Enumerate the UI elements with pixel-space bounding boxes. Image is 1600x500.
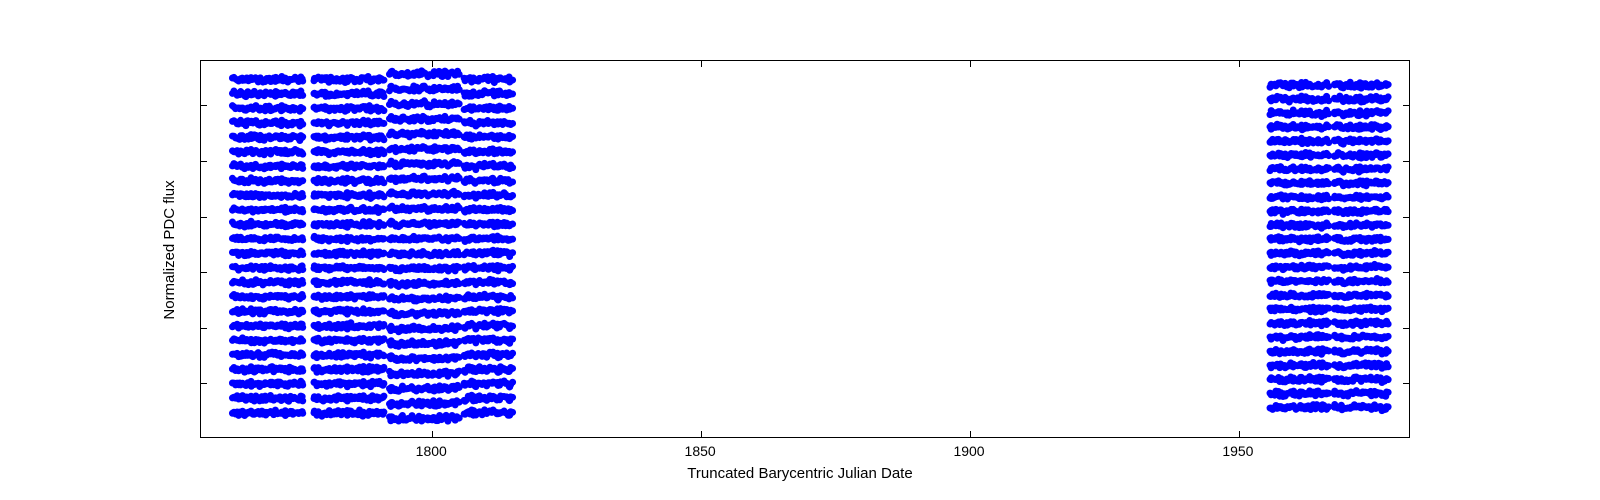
x-tick-label: 1900 [953, 443, 984, 459]
x-tick-label: 1800 [416, 443, 447, 459]
x-tick-label: 1850 [685, 443, 716, 459]
x-tick-label: 1950 [1222, 443, 1253, 459]
scatter-data [201, 61, 1409, 437]
x-axis-label: Truncated Barycentric Julian Date [0, 465, 1600, 482]
chart-plot-area [200, 60, 1410, 438]
y-axis-label: Normalized PDC flux [161, 180, 178, 319]
